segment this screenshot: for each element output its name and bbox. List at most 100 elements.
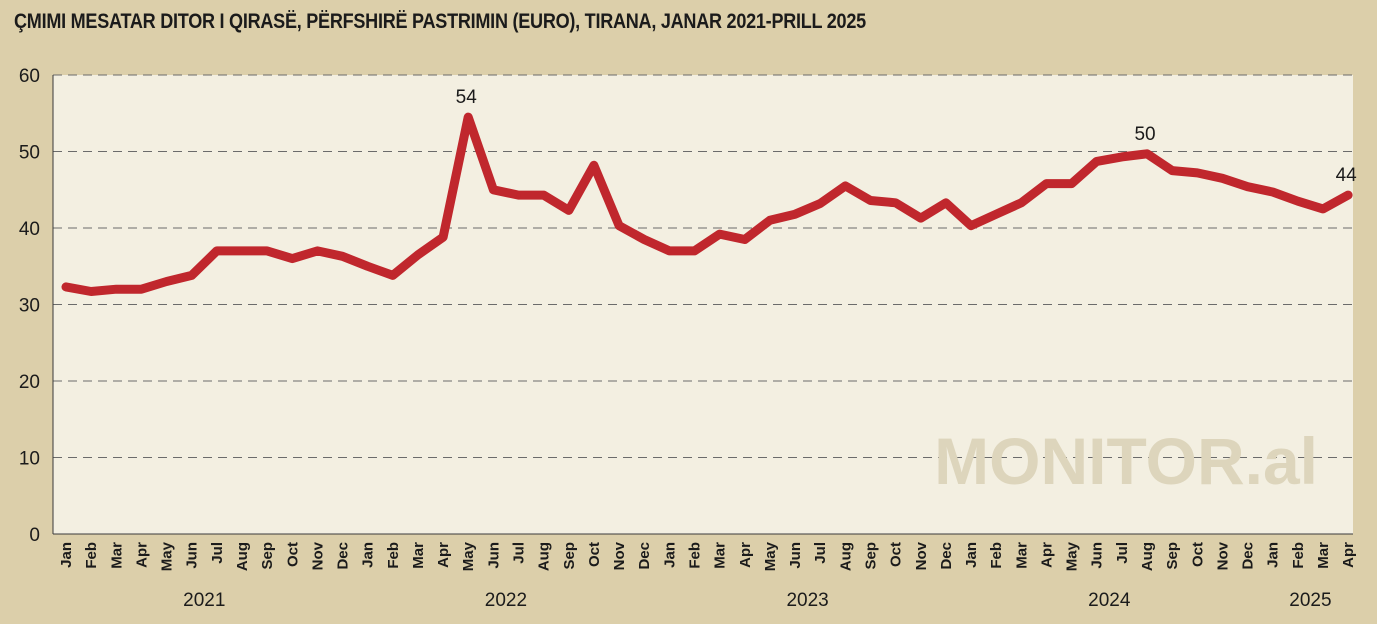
x-tick-label: Apr [737,542,754,568]
data-point [591,163,596,168]
data-point [340,254,345,259]
series [61,112,1353,296]
data-point [868,198,873,203]
watermark: MONITOR.al [934,424,1318,498]
x-tick-label: Dec [335,542,352,570]
x-tick-label: Jan [58,542,75,568]
data-point [1220,176,1225,181]
x-tick-label: Feb [1290,542,1307,569]
x-tick-label: Jun [485,542,502,569]
y-tick-label: 30 [19,296,40,317]
data-point [566,208,571,213]
x-tick-label: Jul [209,542,226,564]
x-tick-label: Jan [963,542,980,568]
x-tick-label: Sep [259,542,276,570]
x-tick-label: Sep [862,542,879,570]
data-point [1044,181,1049,186]
y-tick-label: 0 [29,525,40,546]
data-point [365,264,370,269]
x-tick-label: Mar [1315,542,1332,569]
x-tick-label: Jul [1114,542,1131,564]
data-point [89,289,94,294]
x-tick-label: May [159,541,176,571]
x-tick-label: Nov [913,541,930,570]
data-point [793,212,798,217]
data-point [943,200,948,205]
data-point [214,248,219,253]
x-tick-label: Sep [1164,542,1181,570]
x-tick-label: Mar [108,542,125,569]
data-point [969,223,974,228]
data-point [1295,199,1300,204]
x-tick-label: Aug [234,542,251,571]
data-point [1145,151,1150,156]
x-tick-label: Aug [837,542,854,571]
series-line [61,112,1353,296]
x-tick-label: Feb [988,542,1005,569]
x-tick-label: Oct [586,542,603,567]
data-point [1270,190,1275,195]
data-point [667,248,672,253]
y-tick-label: 40 [19,219,40,240]
x-tick-label: Dec [636,542,653,570]
data-point [541,193,546,198]
x-tick-label: Oct [284,542,301,567]
data-label: 54 [456,87,478,108]
data-point [139,287,144,292]
x-tick-label: Jul [812,542,829,564]
data-point [1321,206,1325,211]
x-tick-label: Dec [1240,542,1257,570]
data-point [692,248,697,253]
y-tick-label: 50 [19,143,40,164]
x-tick-label: May [460,541,477,571]
year-label: 2022 [485,590,527,611]
x-tick-label: Oct [1189,542,1206,567]
axes: 0 10 20 30 40 50 60 Jan Feb Mar Apr May Jun Jul Aug Sep… [19,66,1357,611]
y-tick-label: 10 [19,449,40,470]
x-tick-label: Aug [1139,542,1156,571]
data-point [239,248,244,253]
data-point [717,232,722,237]
data-label: 50 [1134,124,1155,145]
data-point [466,115,471,120]
data-point [390,273,395,278]
x-tick-label: Nov [611,541,628,570]
x-tick-label: Jul [511,542,528,564]
data-point [1245,184,1250,189]
data-point [1119,154,1124,159]
x-tick-label: Apr [133,542,150,568]
x-tick-label: Apr [435,542,452,568]
gridlines [53,74,1353,458]
year-label: 2025 [1289,590,1331,611]
x-tick-label: Nov [1214,541,1231,570]
labels: 54 50 44 [456,87,1357,186]
data-point [617,223,622,228]
data-point [265,248,270,253]
data-point [491,187,496,192]
data-point [918,216,923,221]
x-tick-label: Apr [1340,542,1357,568]
data-point [1019,200,1024,205]
data-point [994,212,999,217]
x-tick-label: May [1064,541,1081,571]
data-point [164,279,169,284]
x-tick-label: Feb [687,542,704,569]
data-point [516,193,521,198]
year-label: 2021 [183,590,225,611]
x-tick-label: Jun [184,542,201,569]
data-point [767,218,772,223]
data-point [742,237,747,242]
data-point [1170,168,1175,173]
x-tick-label: Jan [1265,542,1282,568]
data-point [818,201,823,206]
x-tick-label: Aug [536,542,553,571]
data-point [64,284,68,289]
x-tick-label: Mar [410,542,427,569]
data-point [315,248,320,253]
data-point [1094,159,1099,164]
data-label: 44 [1336,165,1358,186]
x-tick-label: Jan [661,542,678,568]
chart-title: ÇMIMI MESATAR DITOR I QIRASË, PËRFSHIRË … [14,10,866,33]
x-tick-label: Sep [561,542,578,570]
